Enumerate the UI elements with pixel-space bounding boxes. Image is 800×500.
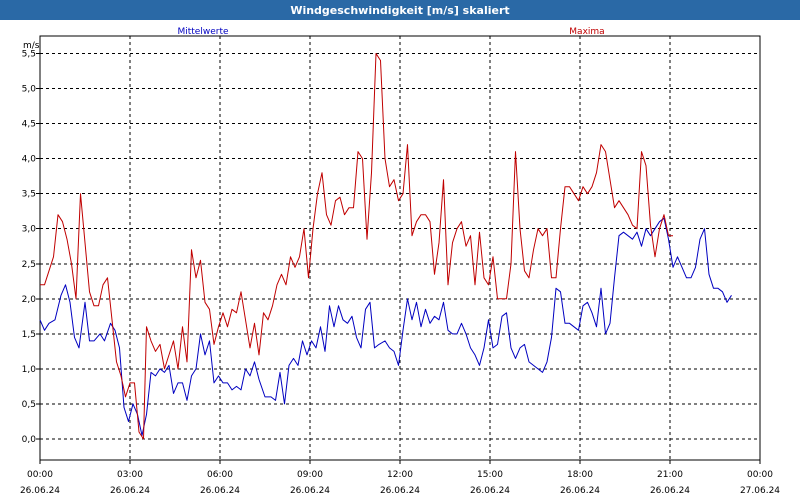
x-tick-time-label: 09:00 (297, 470, 323, 480)
y-tick-label: 0,5 (22, 400, 36, 410)
series-line-mittelwerte (39, 217, 732, 436)
x-tick-date-label: 26.06.24 (110, 486, 150, 496)
x-tick-time-label: 12:00 (387, 470, 413, 480)
x-tick-date-label: 27.06.24 (740, 486, 780, 496)
x-tick-date-label: 26.06.24 (650, 486, 690, 496)
y-tick-label: 2,0 (22, 295, 37, 305)
series-lines (39, 53, 732, 440)
legend-entry-mittelwerte: Mittelwerte (177, 27, 228, 37)
y-tick-label: 1,0 (22, 365, 37, 375)
title-bar (0, 0, 800, 20)
x-tick-time-label: 00:00 (747, 470, 773, 480)
grid-lines (40, 36, 760, 460)
legend: Mittelwerte Maxima (177, 27, 604, 37)
axes (36, 35, 761, 464)
y-tick-label: 3,5 (22, 190, 36, 200)
plot-frame (39, 35, 761, 461)
legend-entry-maxima: Maxima (569, 27, 604, 37)
x-tick-time-label: 18:00 (567, 470, 593, 480)
y-tick-label: 4,5 (22, 120, 36, 130)
chart-title: Windgeschwindigkeit [m/s] skaliert (290, 4, 509, 17)
y-tick-label: 3,0 (22, 225, 37, 235)
x-tick-date-label: 26.06.24 (470, 486, 510, 496)
x-tick-date-label: 26.06.24 (200, 486, 240, 496)
x-tick-time-label: 21:00 (657, 470, 683, 480)
tick-labels: 0,0 0,5 1,0 1,5 2,0 2,5 3,0 3,5 4,0 4,5 5,0 5,5 00:0… (20, 50, 780, 496)
x-tick-time-label: 03:00 (117, 470, 143, 480)
y-tick-label: 4,0 (22, 155, 37, 165)
x-tick-time-label: 00:00 (27, 470, 53, 480)
x-tick-time-label: 06:00 (207, 470, 233, 480)
x-tick-date-label: 26.06.24 (380, 486, 420, 496)
y-tick-label: 1,5 (22, 330, 36, 340)
x-tick-date-label: 26.06.24 (20, 486, 60, 496)
x-tick-date-label: 26.06.24 (290, 486, 330, 496)
y-tick-label: 0,0 (22, 435, 37, 445)
x-tick-time-label: 15:00 (477, 470, 503, 480)
y-axis-label: m/s (23, 41, 40, 51)
y-tick-label: 5,5 (22, 50, 36, 60)
y-tick-label: 2,5 (22, 260, 36, 270)
x-tick-date-label: 26.06.24 (560, 486, 600, 496)
series-line-maxima (40, 53, 673, 440)
y-tick-label: 5,0 (22, 85, 37, 95)
